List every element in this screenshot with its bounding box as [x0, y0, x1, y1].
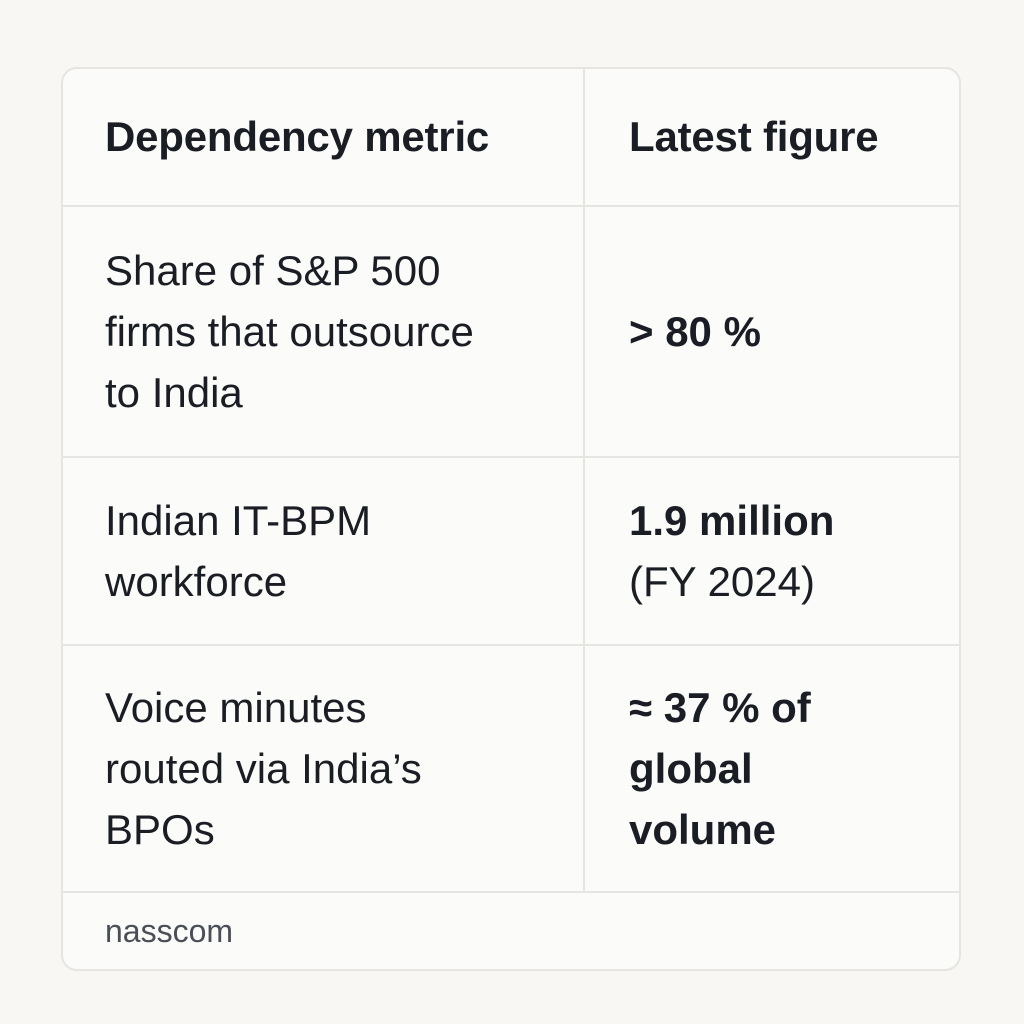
- metric-cell: Voice minutes routed via India’s BPOs: [63, 646, 585, 891]
- figure-value: > 80 %: [629, 308, 761, 355]
- figure-cell: 1.9 million (FY 2024): [585, 458, 959, 644]
- data-table-card: Dependency metric Latest figure Share of…: [61, 67, 961, 971]
- figure-value: 1.9 million: [629, 497, 835, 544]
- table-row: Voice minutes routed via India’s BPOs ≈ …: [63, 646, 959, 893]
- metric-text: Share of S&P 500 firms that outsource to…: [105, 247, 474, 416]
- metric-cell: Share of S&P 500 firms that outsource to…: [63, 207, 585, 456]
- figure-stack: 1.9 million (FY 2024): [629, 490, 834, 612]
- metric-text: Indian IT-BPM workforce: [105, 497, 372, 605]
- table-header-row: Dependency metric Latest figure: [63, 69, 959, 207]
- figure-value: ≈ 37 % of global volume: [629, 684, 811, 853]
- figure-cell: ≈ 37 % of global volume: [585, 646, 959, 891]
- header-cell-figure: Latest figure: [585, 69, 959, 205]
- table-row: Indian IT-BPM workforce 1.9 million (FY …: [63, 458, 959, 646]
- metric-text: Voice minutes routed via India’s BPOs: [105, 684, 422, 853]
- figure-note: (FY 2024): [629, 558, 815, 605]
- header-figure-label: Latest figure: [629, 113, 879, 160]
- header-metric-label: Dependency metric: [105, 113, 490, 160]
- metric-cell: Indian IT-BPM workforce: [63, 458, 585, 644]
- figure-cell: > 80 %: [585, 207, 959, 456]
- source-footer: nasscom: [63, 891, 959, 969]
- table-row: Share of S&P 500 firms that outsource to…: [63, 207, 959, 458]
- header-cell-metric: Dependency metric: [63, 69, 585, 205]
- source-label: nasscom: [105, 912, 234, 949]
